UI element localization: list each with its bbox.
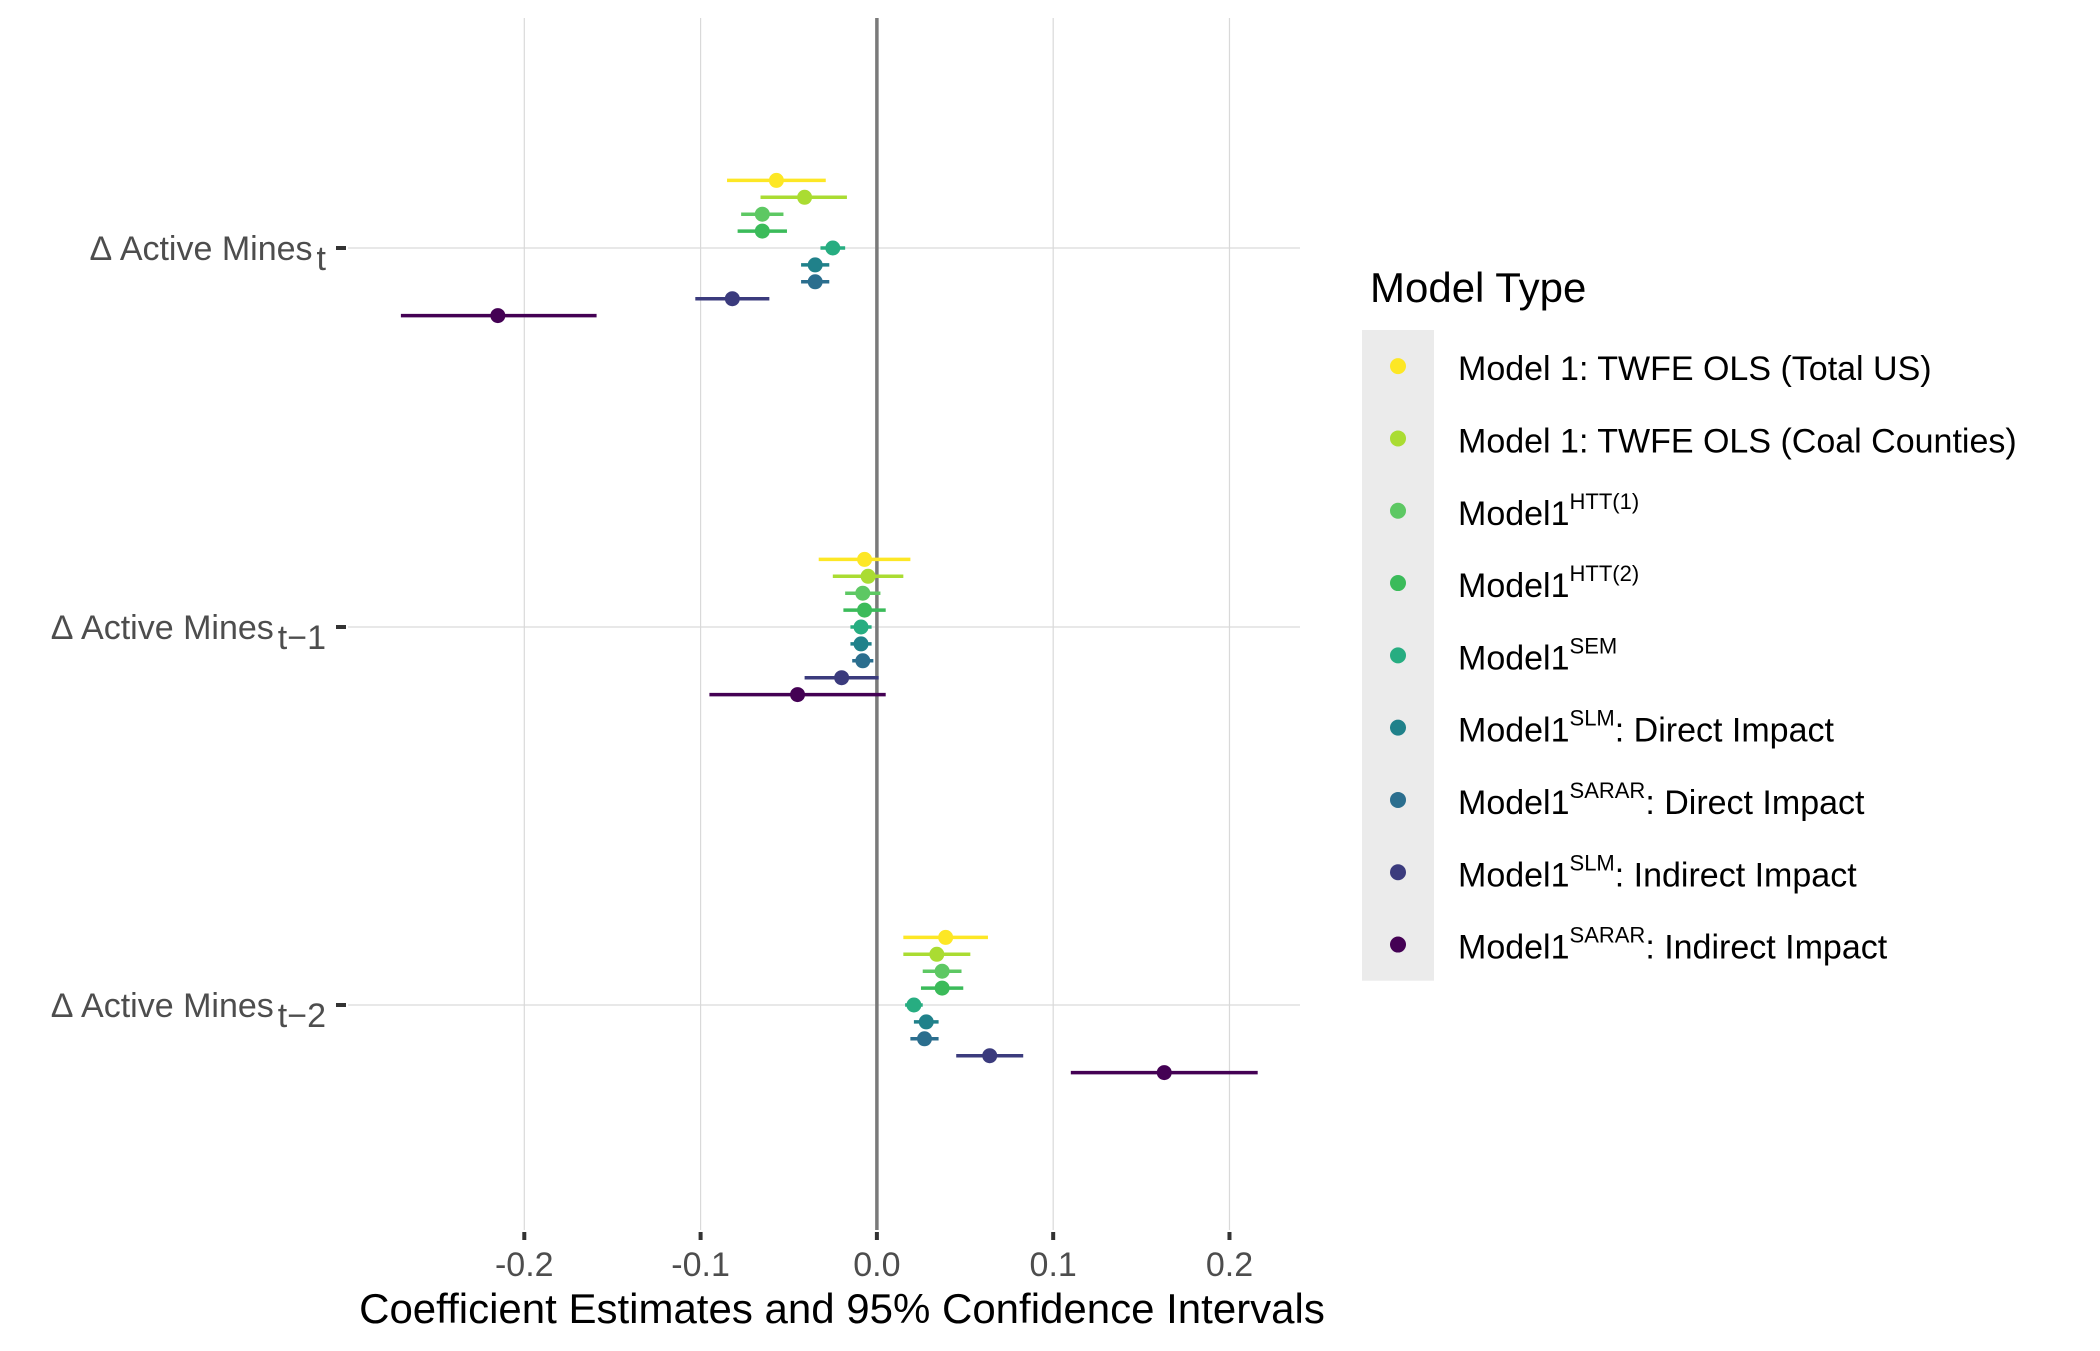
estimate-point [790, 687, 806, 703]
y-tick-label-subscript: t−1 [278, 619, 326, 657]
x-tick-label: 0.0 [853, 1246, 900, 1284]
legend-key-point [1390, 936, 1406, 953]
estimate-point [807, 257, 823, 273]
legend-label: Model1HTT(2) [1458, 561, 1639, 605]
estimate-point [768, 172, 784, 188]
estimate-point [857, 551, 873, 567]
estimate-point [855, 585, 871, 601]
x-tick-label: -0.2 [495, 1246, 554, 1284]
legend-label: Model1SARAR: Indirect Impact [1458, 923, 1888, 967]
y-tick-label: Δ Active Mines [51, 609, 274, 647]
estimate-point [724, 291, 740, 307]
legend-key-point [1390, 791, 1406, 808]
legend-label: Model1SLM: Indirect Impact [1458, 850, 1857, 894]
x-tick-label: 0.2 [1206, 1246, 1253, 1284]
y-tick-label-subscript: t [317, 240, 327, 278]
estimate-point [906, 997, 922, 1013]
estimate-point [929, 946, 945, 962]
x-axis-title: Coefficient Estimates and 95% Confidence… [359, 1285, 1325, 1332]
estimate-point [982, 1048, 998, 1064]
estimate-point [853, 619, 869, 635]
estimate-point [853, 636, 869, 652]
estimate-point [797, 189, 813, 205]
legend-label: Model 1: TWFE OLS (Total US) [1458, 350, 1932, 388]
x-tick-label: -0.1 [671, 1246, 730, 1284]
legend-label: Model1HTT(1) [1458, 489, 1639, 533]
legend: Model Type Model 1: TWFE OLS (Total US) M… [1362, 264, 2017, 981]
estimate-point [934, 980, 950, 996]
estimate-point [857, 602, 873, 618]
legend-label: Model1SLM: Direct Impact [1458, 706, 1834, 750]
estimate-point [754, 223, 770, 239]
estimate-point [855, 653, 871, 669]
legend-label: Model1SEM [1458, 633, 1617, 677]
legend-key-point [1390, 719, 1406, 736]
estimate-point [825, 240, 841, 256]
estimate-point [938, 929, 954, 945]
estimate-point [834, 670, 850, 686]
estimate-point [934, 963, 950, 979]
legend-key-point [1390, 864, 1406, 881]
legend-title: Model Type [1370, 264, 1586, 311]
legend-label: Model 1: TWFE OLS (Coal Counties) [1458, 422, 2017, 460]
legend-key-point [1390, 647, 1406, 664]
legend-label: Model1SARAR: Direct Impact [1458, 778, 1865, 822]
estimate-point [918, 1014, 934, 1030]
grid-layer [348, 18, 1300, 1230]
x-tick-label: 0.1 [1030, 1246, 1077, 1284]
legend-key-point [1390, 575, 1406, 592]
estimate-point [490, 308, 506, 324]
y-tick-label-subscript: t−2 [278, 997, 326, 1035]
estimate-point [860, 568, 876, 584]
legend-key-point [1390, 358, 1406, 375]
legend-key-point [1390, 502, 1406, 519]
marks-layer [400, 172, 1258, 1081]
estimate-point [807, 274, 823, 290]
legend-key-point [1390, 430, 1406, 447]
estimate-point [1156, 1065, 1172, 1081]
y-tick-label: Δ Active Mines [90, 230, 313, 268]
estimate-point [754, 206, 770, 222]
x-axis: -0.2 -0.1 0.0 0.1 0.2 [495, 1232, 1253, 1284]
y-tick-label: Δ Active Mines [51, 987, 274, 1025]
estimate-point [916, 1031, 932, 1047]
